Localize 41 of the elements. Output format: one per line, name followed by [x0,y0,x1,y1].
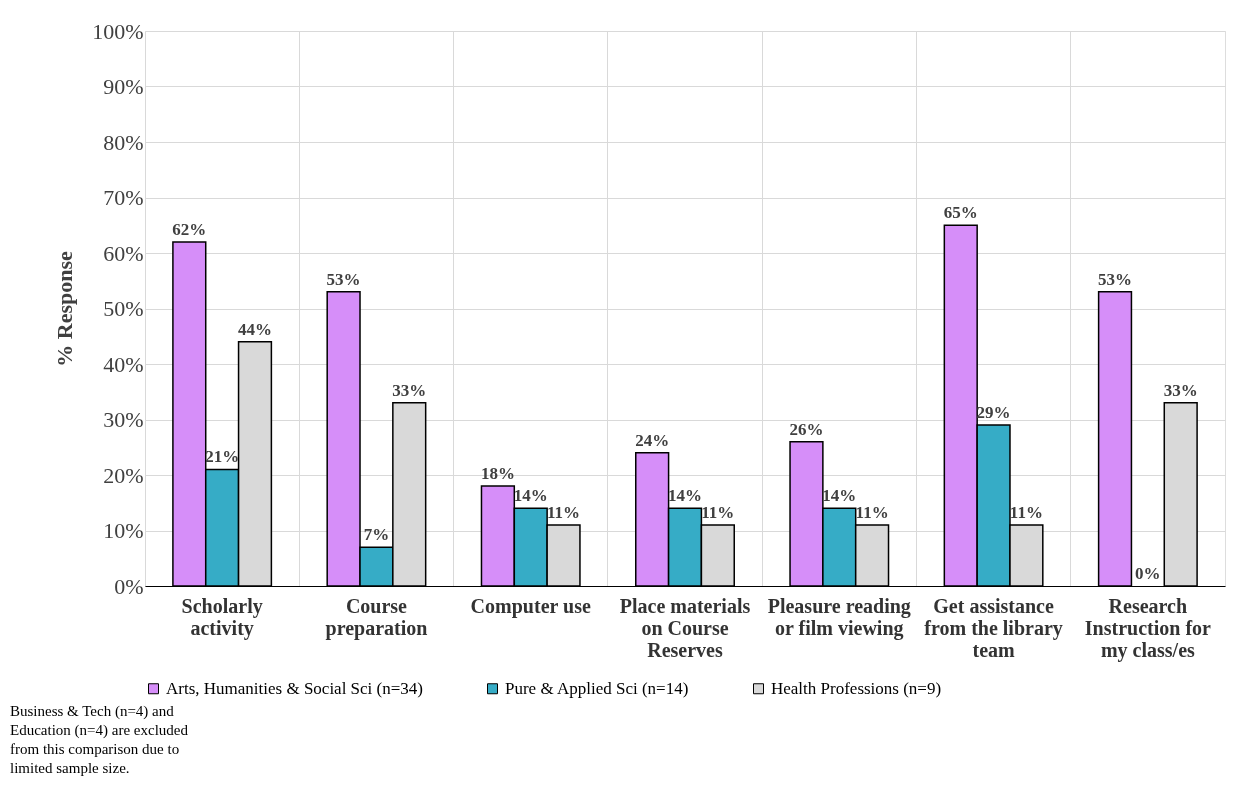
x-tick-label: Computer use [470,594,591,618]
data-label: 26% [789,419,824,439]
data-label: 11% [701,502,735,522]
data-label: 53% [326,269,361,289]
text: Business & Tech (n=4) and Education (n=4) are excluded from this comparison due to limited sample size. [10,703,189,776]
y-tick-label: 70% [103,185,144,210]
y-tick-label: 100% [92,18,144,44]
y-tick-label: 50% [103,296,144,321]
data-label: 24% [635,430,670,450]
data-label: 53% [1098,269,1133,289]
x-tick-label: Scholarly activity [181,594,263,640]
x-tick-label: Course preparation [325,594,428,640]
data-label: 44% [237,319,272,339]
x-tick-label: Research Instruction for my class/es [1084,594,1212,662]
x-tick-label: Get assistance from the library team [924,594,1063,661]
data-label: 11% [1009,502,1043,522]
data-label: 62% [172,219,207,239]
legend-label: Health Professions (n=9) [771,678,942,698]
data-label: 11% [547,502,581,522]
data-label: 33% [392,380,427,400]
y-tick-label: 40% [103,351,144,377]
data-label: 7% [363,525,390,545]
y-tick-label: 30% [103,407,144,432]
data-label: 11% [855,502,889,522]
y-tick-label: 90% [103,74,144,99]
y-tick-label: 20% [103,462,144,488]
data-label: 14% [668,486,702,506]
data-label: 0% [1135,564,1161,583]
x-tick-label: Pleasure reading or film viewing [767,594,911,640]
legend-label: Pure & Applied Sci (n=14) [505,678,689,698]
legend-label: Arts, Humanities & Social Sci (n=34) [166,678,424,698]
data-label: 18% [480,464,515,484]
data-label: 33% [1163,380,1198,400]
data-label: 65% [943,203,978,223]
y-axis-title: % Response [52,251,78,367]
y-tick-label: 80% [103,129,144,155]
y-tick-label: 10% [103,518,144,543]
data-label: 14% [513,486,548,506]
x-tick-label: Place materials on Course Reserves [619,594,751,661]
y-tick-label: 60% [103,240,144,266]
y-tick-label: 0% [114,573,144,599]
